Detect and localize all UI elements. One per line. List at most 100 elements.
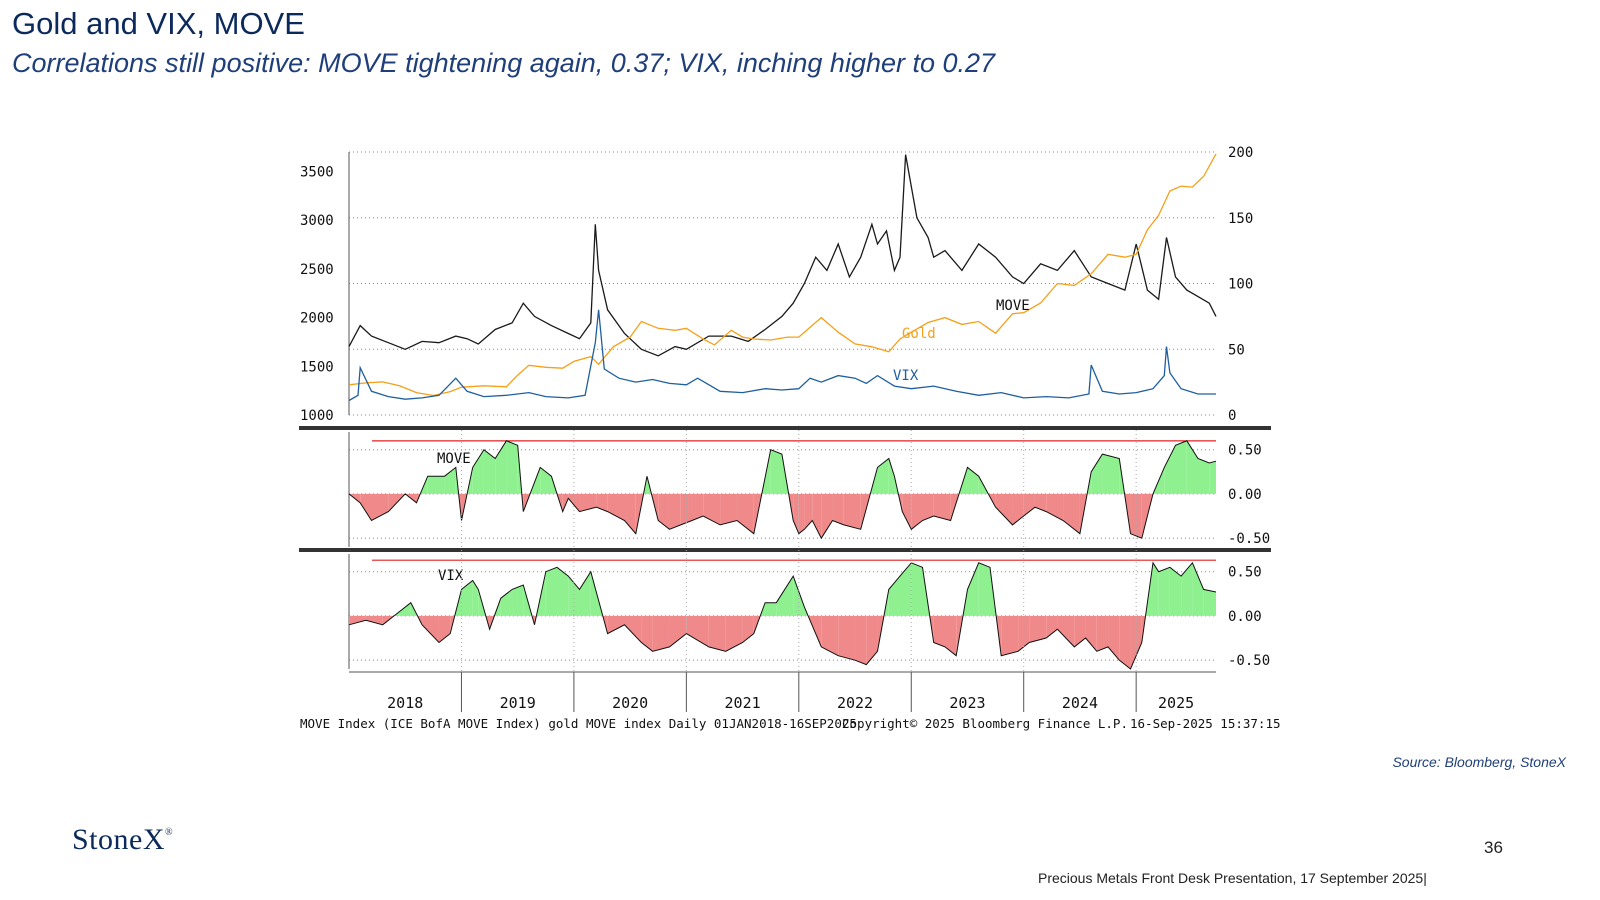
negative-corr-area — [1074, 615, 1086, 647]
x-axis-tick-label: 2025 — [1158, 694, 1194, 712]
positive-corr-area — [911, 562, 923, 616]
negative-corr-area — [804, 493, 813, 530]
positive-corr-area — [1153, 562, 1159, 616]
negative-corr-area — [995, 493, 1013, 525]
negative-corr-area — [1057, 615, 1075, 647]
page-title: Gold and VIX, MOVE — [12, 6, 305, 41]
x-axis-tick-label: 2018 — [387, 694, 423, 712]
gold-series-line — [348, 153, 1217, 397]
negative-corr-area — [360, 493, 372, 521]
right-axis-tick-label: 200 — [1228, 145, 1253, 161]
chart-footer-description: MOVE Index (ICE BofA MOVE Index) gold MO… — [300, 716, 857, 731]
negative-corr-area — [349, 615, 366, 625]
positive-corr-area — [557, 567, 569, 616]
stonex-logo: StoneX® — [72, 823, 173, 857]
negative-corr-area — [658, 493, 670, 530]
left-axis-tick-label: 3000 — [300, 213, 334, 229]
negative-corr-area — [607, 615, 625, 634]
positive-corr-area — [1203, 589, 1216, 616]
negative-corr-area — [422, 615, 439, 643]
panel-separator — [299, 548, 1271, 552]
negative-corr-area — [669, 615, 687, 647]
negative-corr-area — [902, 493, 912, 530]
positive-corr-area — [461, 580, 473, 616]
negative-corr-area — [1029, 615, 1047, 643]
positive-corr-area — [540, 467, 552, 494]
page-number: 36 — [1484, 838, 1503, 857]
positive-corr-area — [1164, 445, 1176, 494]
negative-corr-area — [798, 493, 805, 534]
negative-corr-area — [1108, 615, 1120, 661]
positive-corr-area — [967, 467, 979, 494]
x-axis-tick-label: 2022 — [837, 694, 873, 712]
negative-corr-area — [1018, 615, 1030, 652]
positive-corr-area — [888, 458, 895, 494]
chart-footer-timestamp: 16-Sep-2025 15:37:15 — [1130, 716, 1281, 731]
negative-corr-area — [703, 493, 721, 525]
negative-corr-area — [1096, 615, 1109, 652]
positive-corr-area — [472, 580, 479, 616]
corr-axis-tick-label: 0.50 — [1228, 565, 1262, 581]
positive-corr-area — [399, 602, 411, 616]
positive-corr-area — [1209, 461, 1216, 494]
negative-corr-area — [843, 493, 861, 530]
negative-corr-area — [944, 615, 957, 656]
positive-corr-area — [877, 458, 889, 494]
correlation-panel-label: MOVE — [437, 451, 471, 467]
positive-corr-area — [765, 602, 777, 616]
x-axis-tick-label: 2024 — [1062, 694, 1098, 712]
negative-corr-area — [736, 493, 754, 534]
positive-corr-area — [568, 576, 580, 616]
left-axis-tick-label: 3500 — [300, 164, 334, 180]
x-axis-tick-label: 2020 — [612, 694, 648, 712]
negative-corr-area — [365, 615, 383, 625]
right-axis-tick-label: 0 — [1228, 408, 1236, 424]
corr-axis-tick-label: 0.00 — [1228, 487, 1262, 503]
negative-corr-area — [922, 493, 934, 521]
negative-corr-area — [641, 615, 653, 652]
page-subtitle: Correlations still positive: MOVE tighte… — [12, 48, 996, 78]
vix-series-label: VIX — [893, 368, 919, 384]
positive-corr-area — [512, 584, 524, 616]
negative-corr-area — [911, 493, 923, 530]
left-axis-tick-label: 1500 — [300, 359, 334, 375]
right-axis-tick-label: 150 — [1228, 211, 1253, 227]
corr-axis-tick-label: -0.50 — [1228, 653, 1270, 669]
negative-corr-area — [596, 493, 608, 512]
positive-corr-area — [793, 576, 805, 616]
negative-corr-area — [821, 615, 839, 656]
negative-corr-area — [680, 493, 692, 525]
positive-corr-area — [776, 576, 794, 616]
positive-corr-area — [888, 576, 901, 616]
positive-corr-area — [1181, 562, 1193, 616]
negative-corr-area — [624, 615, 642, 643]
negative-corr-area — [1063, 493, 1080, 534]
corr-axis-tick-label: -0.50 — [1228, 531, 1270, 547]
positive-corr-area — [483, 449, 496, 494]
move-series-label: MOVE — [996, 298, 1030, 314]
negative-corr-area — [832, 493, 844, 525]
source-note: Source: Bloomberg, StoneX — [1392, 754, 1566, 770]
move-series-line — [348, 154, 1217, 357]
negative-corr-area — [1023, 493, 1035, 517]
negative-corr-area — [1012, 493, 1024, 525]
negative-corr-area — [933, 493, 951, 521]
positive-corr-area — [967, 562, 979, 616]
positive-corr-area — [579, 571, 591, 616]
negative-corr-area — [624, 493, 636, 534]
x-axis-tick-label: 2021 — [725, 694, 761, 712]
positive-corr-area — [1091, 454, 1103, 494]
positive-corr-area — [427, 476, 445, 494]
positive-corr-area — [506, 440, 518, 494]
negative-corr-area — [1046, 615, 1058, 639]
negative-corr-area — [691, 493, 704, 521]
corr-axis-tick-label: 0.00 — [1228, 609, 1262, 625]
positive-corr-area — [444, 467, 456, 494]
negative-corr-area — [1001, 615, 1019, 656]
negative-corr-area — [725, 615, 743, 652]
positive-corr-area — [1192, 562, 1204, 616]
negative-corr-area — [1130, 493, 1142, 539]
positive-corr-area — [770, 449, 782, 494]
panel-separator — [299, 426, 1271, 430]
